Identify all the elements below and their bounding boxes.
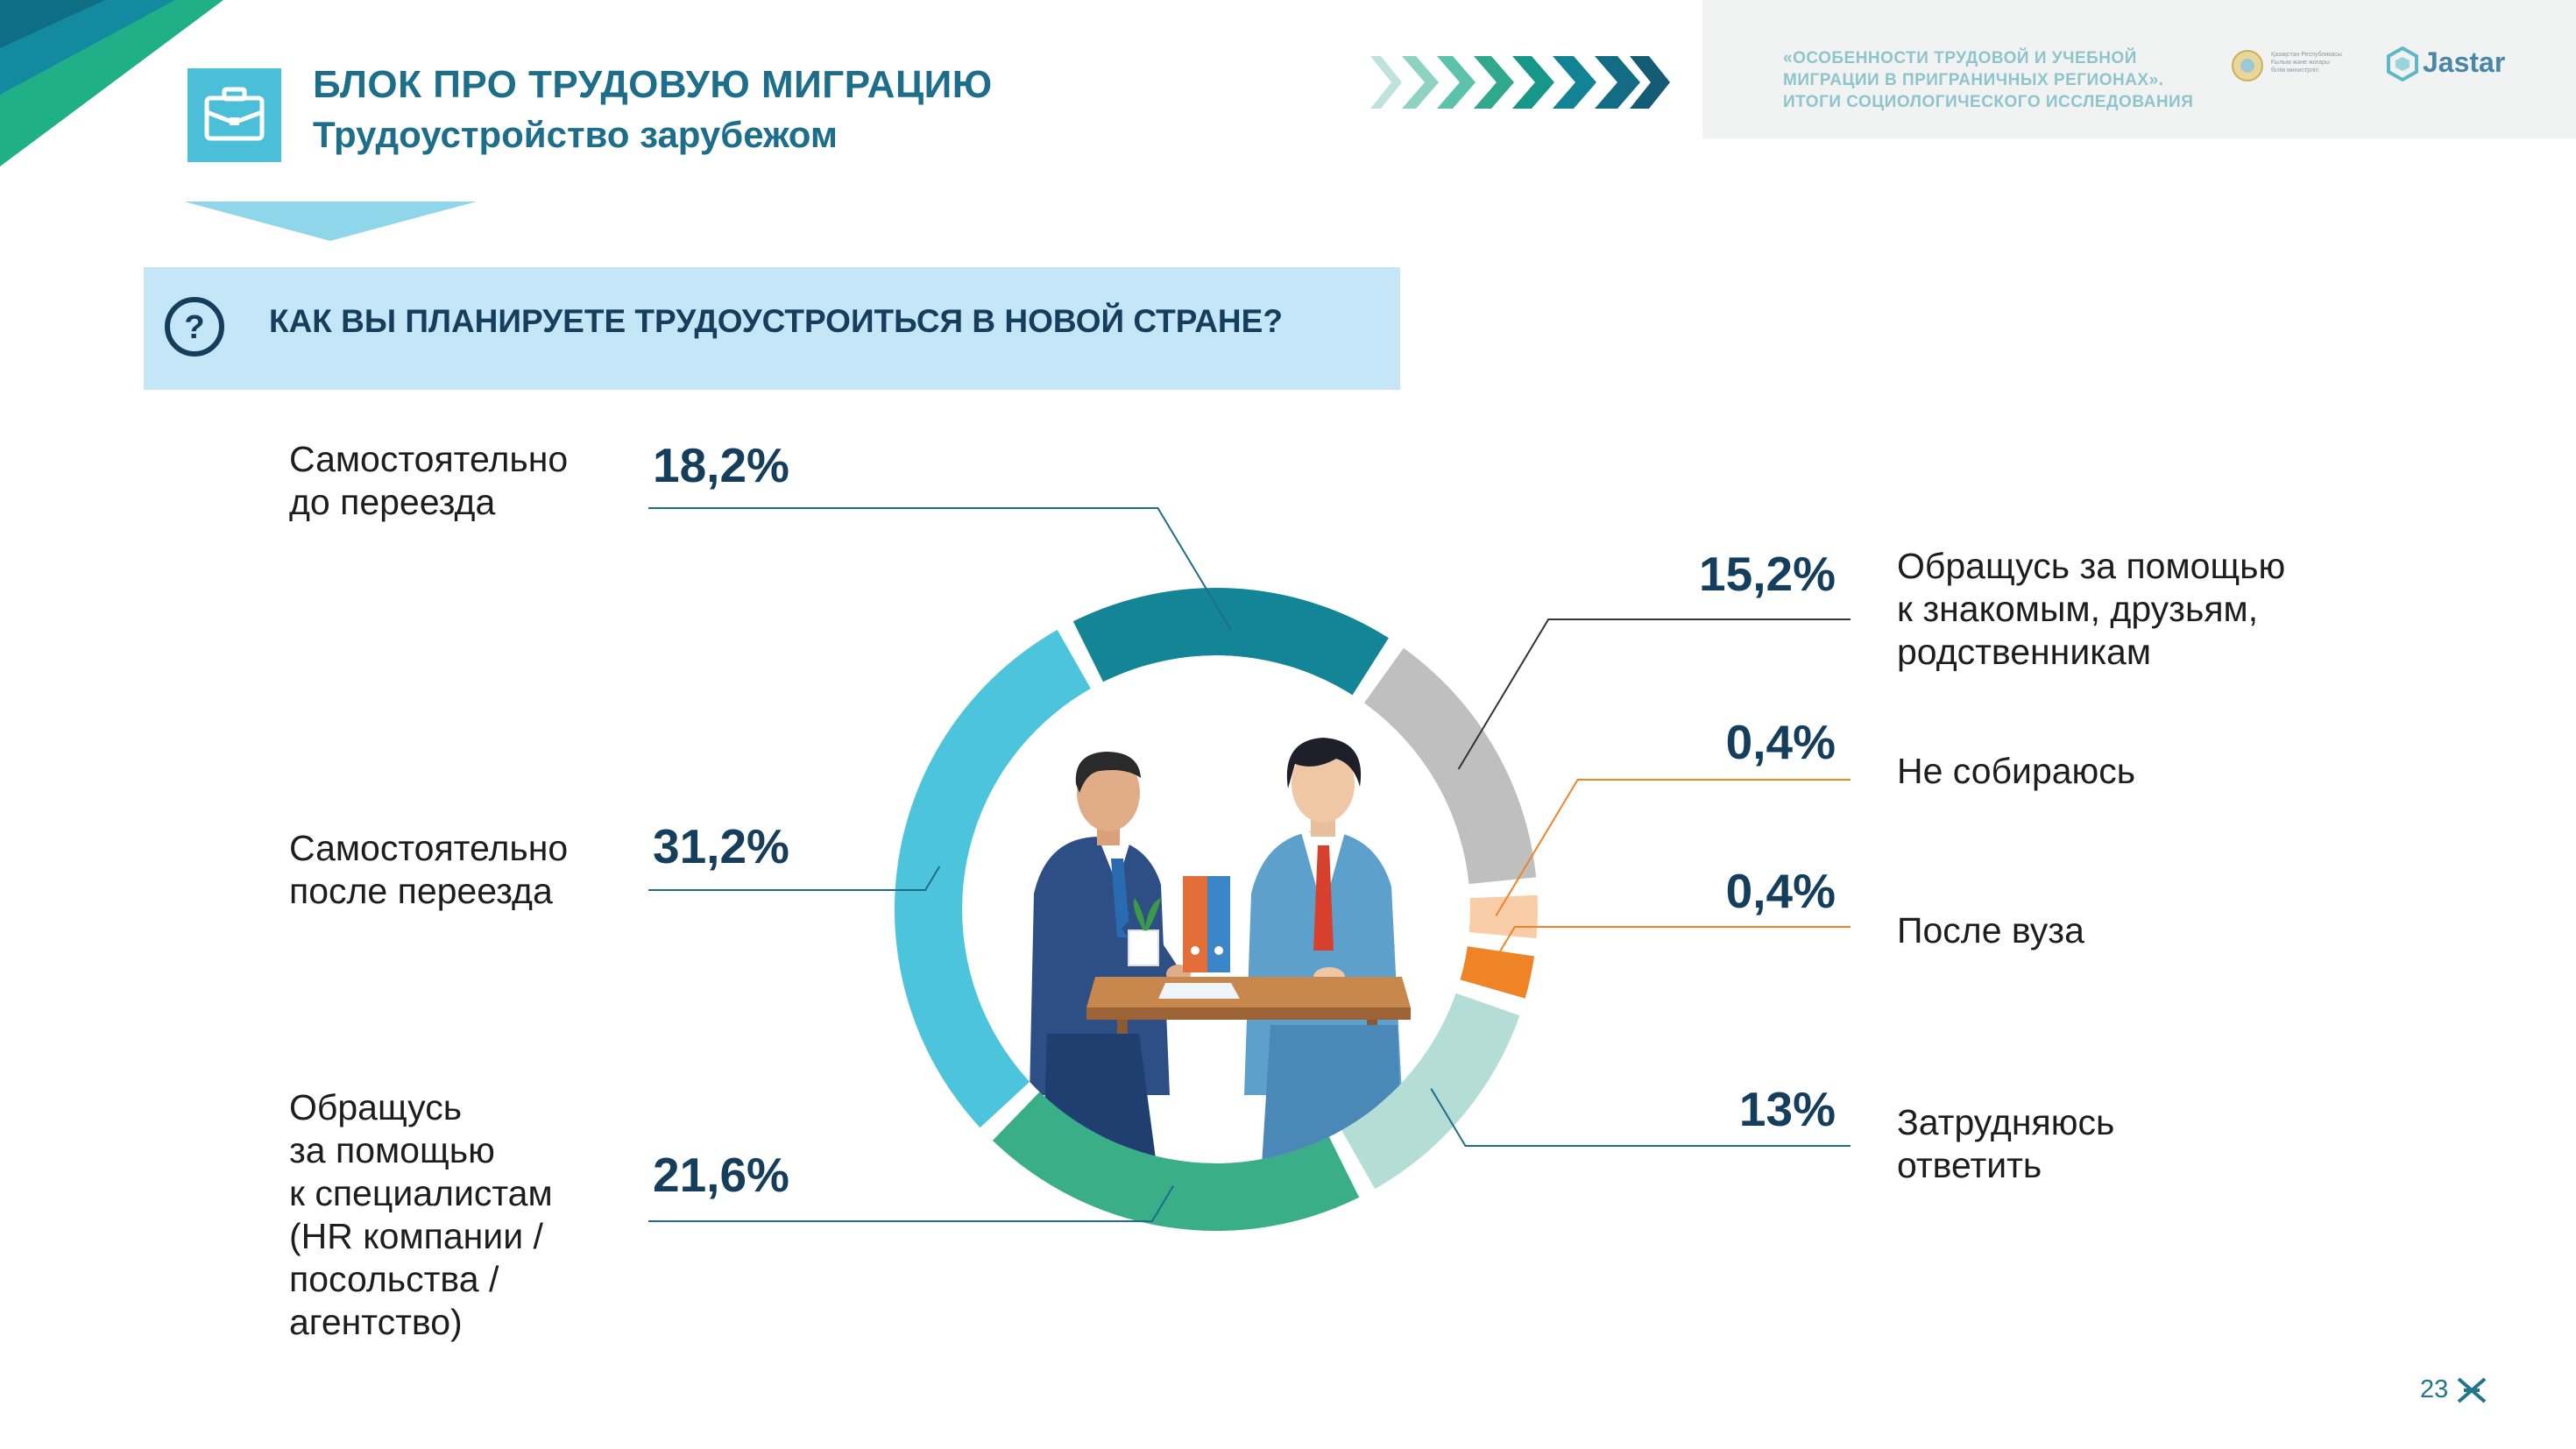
slice-label: Обращусь за помощью к знакомым, друзьям, р… [1897,545,2285,674]
slice-label-line: к специалистам [289,1173,553,1213]
slice-value-label: 21,6% [653,1148,789,1202]
leader-line [1495,779,1851,916]
slice-label: Не собираюсь [1897,750,2135,793]
slice-label: Самостоятельно до переезда [289,438,568,524]
donut-slice [1355,647,1537,886]
page-number: 23 [2420,1375,2487,1404]
slice-label-line: Не собираюсь [1897,751,2136,791]
slice-label-line: Обращусь [289,1087,463,1127]
slice-label-line: родственникам [1897,632,2152,672]
slice-label-line: (HR компании / [289,1216,543,1256]
report-title-line: МИГРАЦИИ В ПРИГРАНИЧНЫХ РЕГИОНАХ». [1783,71,2164,89]
interview-illustration [962,655,1470,1163]
leader-line [1489,926,1851,970]
slice-label: После вуза [1897,909,2084,952]
slice-label: Самостоятельно после переезда [289,827,568,913]
jastar-logo-text: Jastar [2423,46,2506,78]
slice-label-line: к знакомым, друзьям, [1897,589,2259,629]
block-title: БЛОК ПРО ТРУДОВУЮ МИГРАЦИЮ [313,63,993,106]
donut-slice [1334,987,1520,1190]
slice-label-line: Самостоятельно [289,439,569,479]
report-title-line: ИТОГИ СОЦИОЛОГИЧЕСКОГО ИССЛЕДОВАНИЯ [1783,93,2194,111]
question-bar [144,267,1400,390]
ministry-text-line: Ғылым және жоғары [2271,60,2330,66]
ministry-text-line: білім министрлігі [2271,67,2319,74]
slice-label: Обращусь за помощью к специалистам (HR комп… [289,1086,553,1344]
leader-line [1430,1088,1851,1147]
slice-label-line: до переезда [289,482,496,522]
slice-value-label: 18,2% [653,438,789,492]
slice-label: Затрудняюсь ответить [1897,1101,2114,1187]
ministry-text-line: Қазақстан Республикасы [2271,52,2342,58]
slice-label-line: агентство) [289,1302,463,1342]
down-triangle-decoration [184,201,477,241]
ministry-text: Қазақстан Республикасы Ғылым және жоғары… [2271,51,2342,74]
block-subtitle: Трудоустройство зарубежом [313,114,838,155]
chevrons-decoration [1370,56,1670,109]
leader-line [648,1185,1174,1222]
report-title: «ОСОБЕННОСТИ ТРУДОВОЙ И УЧЕБНОЙ МИГРАЦИИ… [1783,47,2193,113]
corner-decoration [0,0,223,166]
leader-line [648,507,1232,631]
briefcase-icon [188,68,281,162]
slice-label-line: Затрудняюсь [1897,1102,2115,1142]
donut-slice [1445,944,1535,999]
question-text: КАК ВЫ ПЛАНИРУЕТЕ ТРУДОУСТРОИТЬСЯ В НОВО… [269,303,1283,339]
leader-line [648,866,941,891]
slice-value-label: 31,2% [653,819,789,873]
state-emblem-icon [2232,50,2263,81]
slice-value-label: 0,4% [1725,864,1836,918]
question-icon: ? [165,297,224,357]
svg-text:?: ? [184,309,204,346]
slice-label-line: ответить [1897,1145,2042,1185]
slice-label-line: После вуза [1897,910,2084,951]
report-title-line: «ОСОБЕННОСТИ ТРУДОВОЙ И УЧЕБНОЙ [1783,49,2137,67]
slice-value-label: 0,4% [1725,715,1836,769]
donut-slice [895,629,1099,1128]
ornament-icon [2458,1377,2487,1403]
page-number-text: 23 [2420,1375,2449,1403]
jastar-logo-icon [2387,46,2418,81]
leader-line [1457,618,1851,770]
slice-label-line: посольства / [289,1259,499,1299]
slice-label-line: Самостоятельно [289,828,569,868]
slice-value-label: 15,2% [1699,547,1836,601]
slice-label-line: после переезда [289,871,553,911]
slice-label-line: за помощью [289,1130,495,1170]
slice-value-label: 13% [1738,1082,1836,1136]
slice-label-line: Обращусь за помощью [1897,546,2286,586]
header-panel [1702,0,2576,138]
